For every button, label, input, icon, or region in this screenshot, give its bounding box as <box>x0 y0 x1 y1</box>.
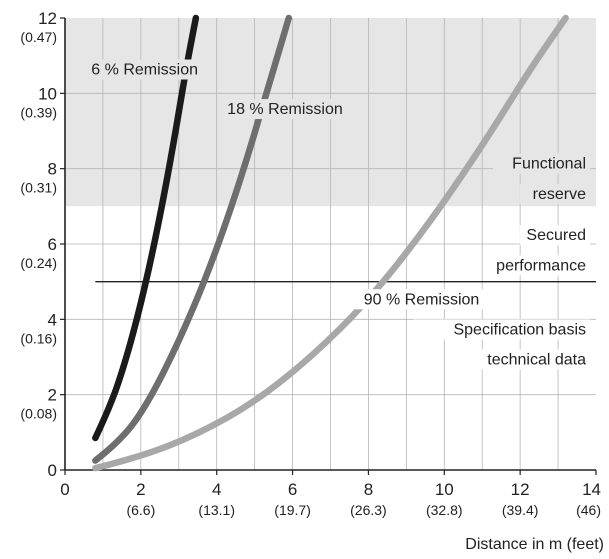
region-label-bg <box>412 319 590 340</box>
x-axis-label: Distance in m (feet) <box>465 536 604 553</box>
region-label: performance <box>496 257 586 274</box>
x-tick-label: 0 <box>60 480 69 499</box>
y-tick-label: 0 <box>48 461 57 480</box>
series-label-1: 18 % Remission <box>227 101 343 118</box>
axes: 0 2 (6.6) 4 (13.1) 6 (19.7) 8 (26.3) 10 (32.8) 12 (3… <box>20 9 601 518</box>
y-tick-label: 4 <box>48 310 57 329</box>
y-tick-sublabel: (0.24) <box>20 255 57 271</box>
series-lines <box>92 14 569 472</box>
x-tick-label: 10 <box>435 480 454 499</box>
x-tick-sublabel: (32.8) <box>426 502 463 518</box>
x-tick-sublabel: (39.4) <box>502 502 539 518</box>
series-label-bg-1 <box>217 99 353 120</box>
x-tick-sublabel: (26.3) <box>350 502 387 518</box>
x-tick-label: 4 <box>212 480 221 499</box>
x-tick-label: 2 <box>136 480 145 499</box>
y-tick-sublabel: (0.16) <box>20 330 57 346</box>
x-tick-label: 8 <box>364 480 373 499</box>
y-tick-sublabel: (0.39) <box>20 104 57 120</box>
series-line-2 <box>92 14 569 472</box>
x-tick-label: 6 <box>288 480 297 499</box>
y-tick-label: 12 <box>38 9 57 28</box>
region-label: reserve <box>533 186 586 203</box>
region-label-bg <box>519 225 590 246</box>
y-tick-sublabel: (0.31) <box>20 180 57 196</box>
series-label-0: 6 % Remission <box>91 62 198 79</box>
series-label-bg-2 <box>354 289 489 310</box>
x-tick-sublabel: (46) <box>576 502 601 518</box>
region-label-bg <box>493 153 590 174</box>
region-label: technical data <box>487 352 586 369</box>
y-tick-label: 6 <box>48 235 57 254</box>
series-line-0 <box>92 14 200 442</box>
series-line-1 <box>92 14 293 464</box>
x-tick-sublabel: (6.6) <box>126 502 155 518</box>
series-label-bg-0 <box>81 59 208 80</box>
y-tick-label: 10 <box>38 84 57 103</box>
y-tick-label: 2 <box>48 386 57 405</box>
y-tick-sublabel: (0.47) <box>20 29 57 45</box>
region-label: Secured <box>526 227 586 244</box>
region-label: Functional <box>512 156 586 173</box>
x-tick-sublabel: (19.7) <box>274 502 311 518</box>
x-tick-sublabel: (13.1) <box>198 502 235 518</box>
series-label-2: 90 % Remission <box>364 291 480 308</box>
x-tick-label: 12 <box>511 480 530 499</box>
x-tick-label: 14 <box>582 480 601 499</box>
region-label-bg <box>484 255 590 276</box>
region-label-bg <box>519 183 590 204</box>
y-tick-sublabel: (0.08) <box>20 406 57 422</box>
region-label: Specification basis <box>453 321 586 338</box>
text-labels: 6 % Remission 18 % Remission 90 % Remissio… <box>81 59 590 370</box>
region-label-bg <box>457 349 590 370</box>
y-tick-label: 8 <box>48 160 57 179</box>
